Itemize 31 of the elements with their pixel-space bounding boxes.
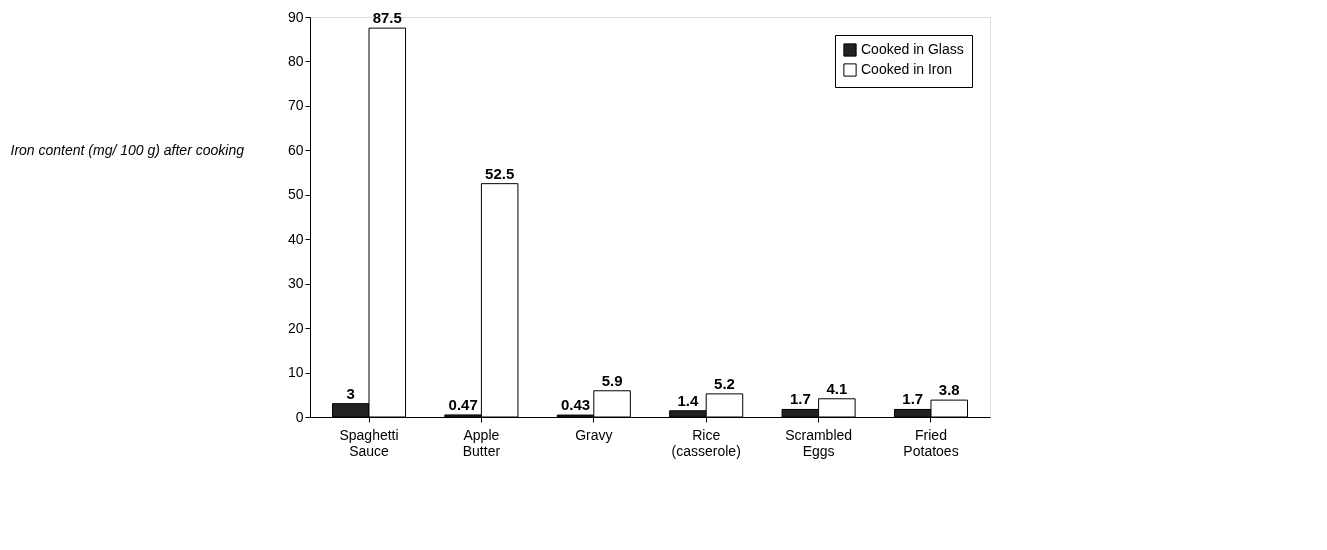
data-label: 3.8 bbox=[938, 381, 960, 399]
legend-label: Cooked in Iron bbox=[861, 61, 953, 77]
y-tick-label: 60 bbox=[287, 141, 304, 158]
x-tick-label: Apple Butter bbox=[462, 426, 501, 459]
data-label: 1.7 bbox=[789, 390, 811, 408]
x-tick-label: Rice (casserole) bbox=[671, 426, 741, 459]
x-tick-label: Fried Potatoes bbox=[903, 426, 959, 459]
x-tick-label: Gravy bbox=[575, 426, 613, 443]
y-tick-label: 40 bbox=[287, 230, 304, 247]
y-tick-label: 30 bbox=[287, 275, 304, 292]
legend-label: Cooked in Glass bbox=[861, 41, 964, 57]
y-axis-title: Iron content (mg/ 100 g) after cooking bbox=[10, 141, 245, 158]
data-label: 5.9 bbox=[601, 371, 623, 389]
data-label: 0.47 bbox=[448, 395, 478, 413]
x-tick-label: Scrambled Eggs bbox=[785, 426, 853, 459]
y-tick-label: 0 bbox=[295, 408, 304, 425]
y-tick-label: 50 bbox=[287, 186, 304, 203]
data-label: 0.43 bbox=[560, 396, 591, 414]
y-tick-label: 80 bbox=[287, 52, 304, 69]
data-label: 5.2 bbox=[714, 374, 735, 392]
y-tick-label: 10 bbox=[287, 364, 304, 381]
y-tick-label: 90 bbox=[287, 8, 304, 25]
y-tick-label: 20 bbox=[287, 319, 304, 336]
data-label: 1.7 bbox=[902, 390, 924, 408]
x-tick-label: Spaghetti Sauce bbox=[339, 426, 399, 459]
data-label: 3 bbox=[346, 384, 355, 402]
data-label: 87.5 bbox=[372, 9, 402, 27]
data-label: 4.1 bbox=[826, 379, 848, 397]
data-label: 52.5 bbox=[485, 164, 515, 182]
data-label: 1.4 bbox=[677, 391, 700, 409]
y-tick-label: 70 bbox=[287, 97, 304, 114]
